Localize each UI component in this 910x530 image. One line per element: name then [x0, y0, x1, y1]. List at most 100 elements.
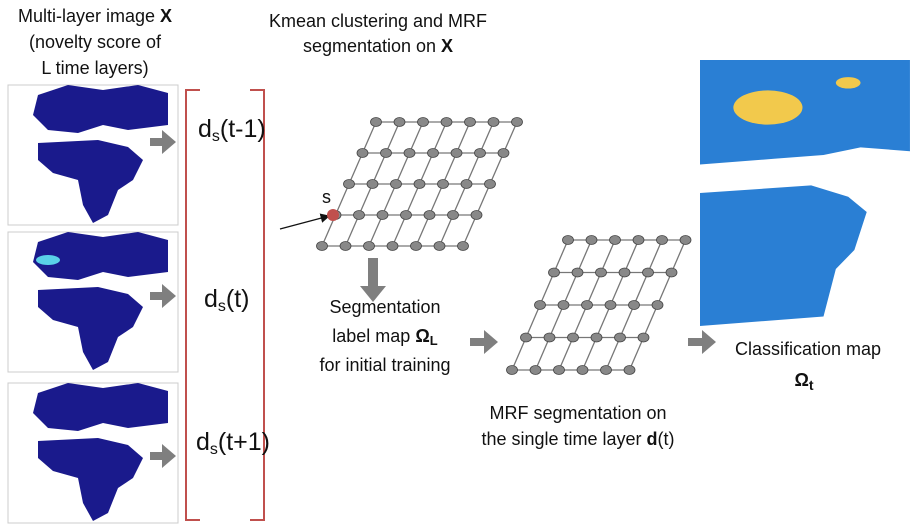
edge	[467, 153, 481, 184]
edge	[430, 184, 444, 215]
node	[488, 118, 499, 127]
map	[8, 85, 178, 225]
landmass	[700, 60, 910, 165]
node	[680, 236, 691, 245]
node-label: s	[322, 187, 331, 207]
edge	[443, 153, 457, 184]
edge	[583, 338, 597, 371]
edge	[672, 240, 686, 273]
text: (t-1)	[220, 115, 266, 143]
edge	[373, 153, 387, 184]
node	[344, 180, 355, 189]
node	[411, 242, 422, 251]
node	[428, 149, 439, 158]
landmass	[33, 383, 168, 431]
node	[414, 180, 425, 189]
node	[458, 242, 469, 251]
input-line: L time layers)	[41, 58, 148, 78]
node	[391, 180, 402, 189]
edge	[564, 273, 578, 306]
text: (t+1)	[218, 428, 270, 456]
clustering-line: Kmean clustering and MRF	[269, 11, 487, 31]
symbol: X	[160, 6, 172, 26]
edge	[512, 338, 526, 371]
text: (t)	[658, 429, 675, 449]
edge	[416, 215, 430, 246]
edge	[587, 273, 601, 306]
edge	[578, 240, 592, 273]
edge	[440, 215, 454, 246]
node	[591, 333, 602, 342]
landmass	[700, 185, 867, 326]
text: s	[218, 298, 226, 315]
edge	[463, 215, 477, 246]
maps	[8, 60, 910, 523]
node	[643, 268, 654, 277]
layer-label: ds(t)	[204, 285, 250, 316]
edge	[540, 273, 554, 306]
classification-map	[700, 60, 910, 326]
label-map-line: label map ΩL	[332, 326, 438, 349]
text: t	[809, 377, 814, 393]
edge	[433, 122, 447, 153]
node	[568, 333, 579, 342]
text: (t)	[226, 285, 250, 313]
symbol: X	[441, 36, 453, 56]
node	[535, 301, 546, 310]
edge	[490, 153, 504, 184]
node	[377, 211, 388, 220]
edge	[420, 153, 434, 184]
text: d	[204, 285, 218, 313]
node	[387, 242, 398, 251]
text: Multi-layer image	[18, 6, 155, 26]
node	[638, 333, 649, 342]
node	[657, 236, 668, 245]
node	[357, 149, 368, 158]
edge	[383, 184, 397, 215]
text: d	[196, 428, 210, 456]
text: label map	[332, 326, 410, 346]
mrf-line: MRF segmentation on	[489, 403, 666, 423]
edge	[634, 273, 648, 306]
label-map-line: for initial training	[319, 355, 450, 375]
text: s	[212, 128, 220, 145]
edge	[644, 305, 658, 338]
text: the single time layer	[481, 429, 641, 449]
node	[465, 118, 476, 127]
edge	[573, 305, 587, 338]
node	[404, 149, 415, 158]
node	[610, 236, 621, 245]
selected-node	[327, 209, 339, 221]
node	[530, 366, 541, 375]
edge	[393, 215, 407, 246]
edge	[457, 122, 471, 153]
node	[434, 242, 445, 251]
node	[475, 149, 486, 158]
node	[629, 301, 640, 310]
hotspot	[36, 255, 60, 265]
hotspot	[733, 90, 802, 124]
node	[364, 242, 375, 251]
edge	[453, 184, 467, 215]
node	[586, 236, 597, 245]
node	[498, 149, 509, 158]
node	[340, 242, 351, 251]
node	[418, 118, 429, 127]
node	[572, 268, 583, 277]
layer-label: ds(t-1)	[198, 115, 266, 146]
node	[544, 333, 555, 342]
node	[582, 301, 593, 310]
node	[381, 149, 392, 158]
edge	[336, 184, 350, 215]
map	[8, 232, 178, 372]
node	[448, 211, 459, 220]
edge	[526, 305, 540, 338]
node	[371, 118, 382, 127]
edge	[363, 122, 377, 153]
node	[624, 366, 635, 375]
node	[554, 366, 565, 375]
text: s	[210, 441, 218, 458]
node	[451, 149, 462, 158]
node	[441, 118, 452, 127]
layer-label: ds(t+1)	[196, 428, 270, 459]
